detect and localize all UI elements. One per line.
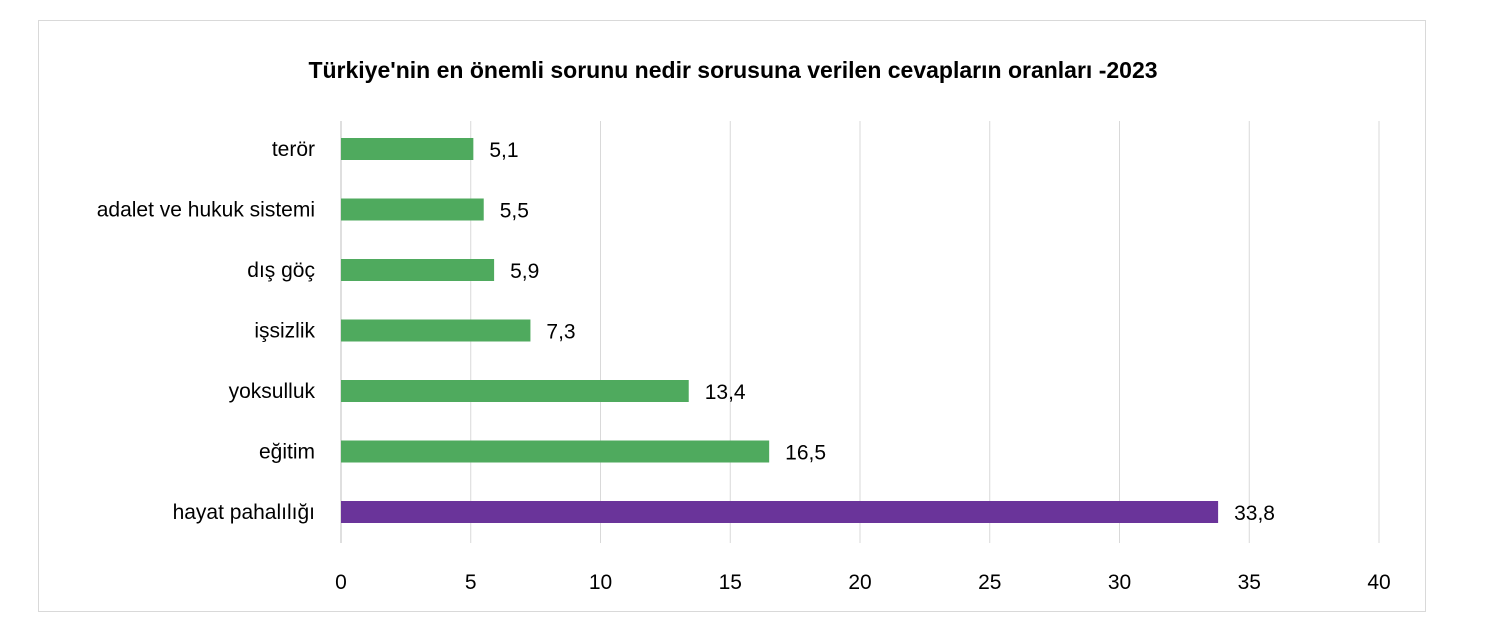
bar-chart: 0 5 10 15 20 25 30 35 40 terör 5,1 adalet ve hukuk …: [97, 121, 1391, 594]
category-label: işsizlik: [254, 320, 315, 343]
x-tick-label: 20: [848, 571, 871, 594]
value-label: 7,3: [546, 321, 575, 344]
bar: [341, 198, 484, 221]
x-tick-label: 5: [465, 571, 477, 594]
chart-frame: Türkiye'nin en önemli sorunu nedir sorus…: [38, 20, 1426, 612]
value-label: 5,1: [489, 139, 518, 162]
category-label: adalet ve hukuk sistemi: [97, 199, 315, 222]
x-tick-label: 35: [1238, 571, 1261, 594]
x-tick-label: 30: [1108, 571, 1131, 594]
x-tick-label: 0: [335, 571, 347, 594]
category-label: eğitim: [259, 441, 315, 464]
value-label: 33,8: [1234, 502, 1275, 525]
category-label: yoksulluk: [229, 380, 316, 403]
value-label: 13,4: [705, 381, 746, 404]
bar: [341, 501, 1219, 523]
x-tick-label: 10: [589, 571, 612, 594]
bar: [341, 138, 474, 160]
chart-title: Türkiye'nin en önemli sorunu nedir sorus…: [308, 57, 1158, 83]
bar: [341, 380, 689, 402]
value-label: 5,9: [510, 260, 539, 283]
bar: [341, 440, 770, 463]
bar: [341, 259, 495, 281]
category-label: dış göç: [247, 259, 315, 282]
value-label: 16,5: [785, 442, 826, 465]
category-label: hayat pahalılığı: [173, 501, 315, 524]
x-tick-label: 15: [719, 571, 742, 594]
bar: [341, 319, 531, 342]
x-tick-label: 40: [1367, 571, 1390, 594]
value-label: 5,5: [500, 200, 529, 223]
category-label: terör: [272, 138, 315, 161]
x-tick-label: 25: [978, 571, 1001, 594]
